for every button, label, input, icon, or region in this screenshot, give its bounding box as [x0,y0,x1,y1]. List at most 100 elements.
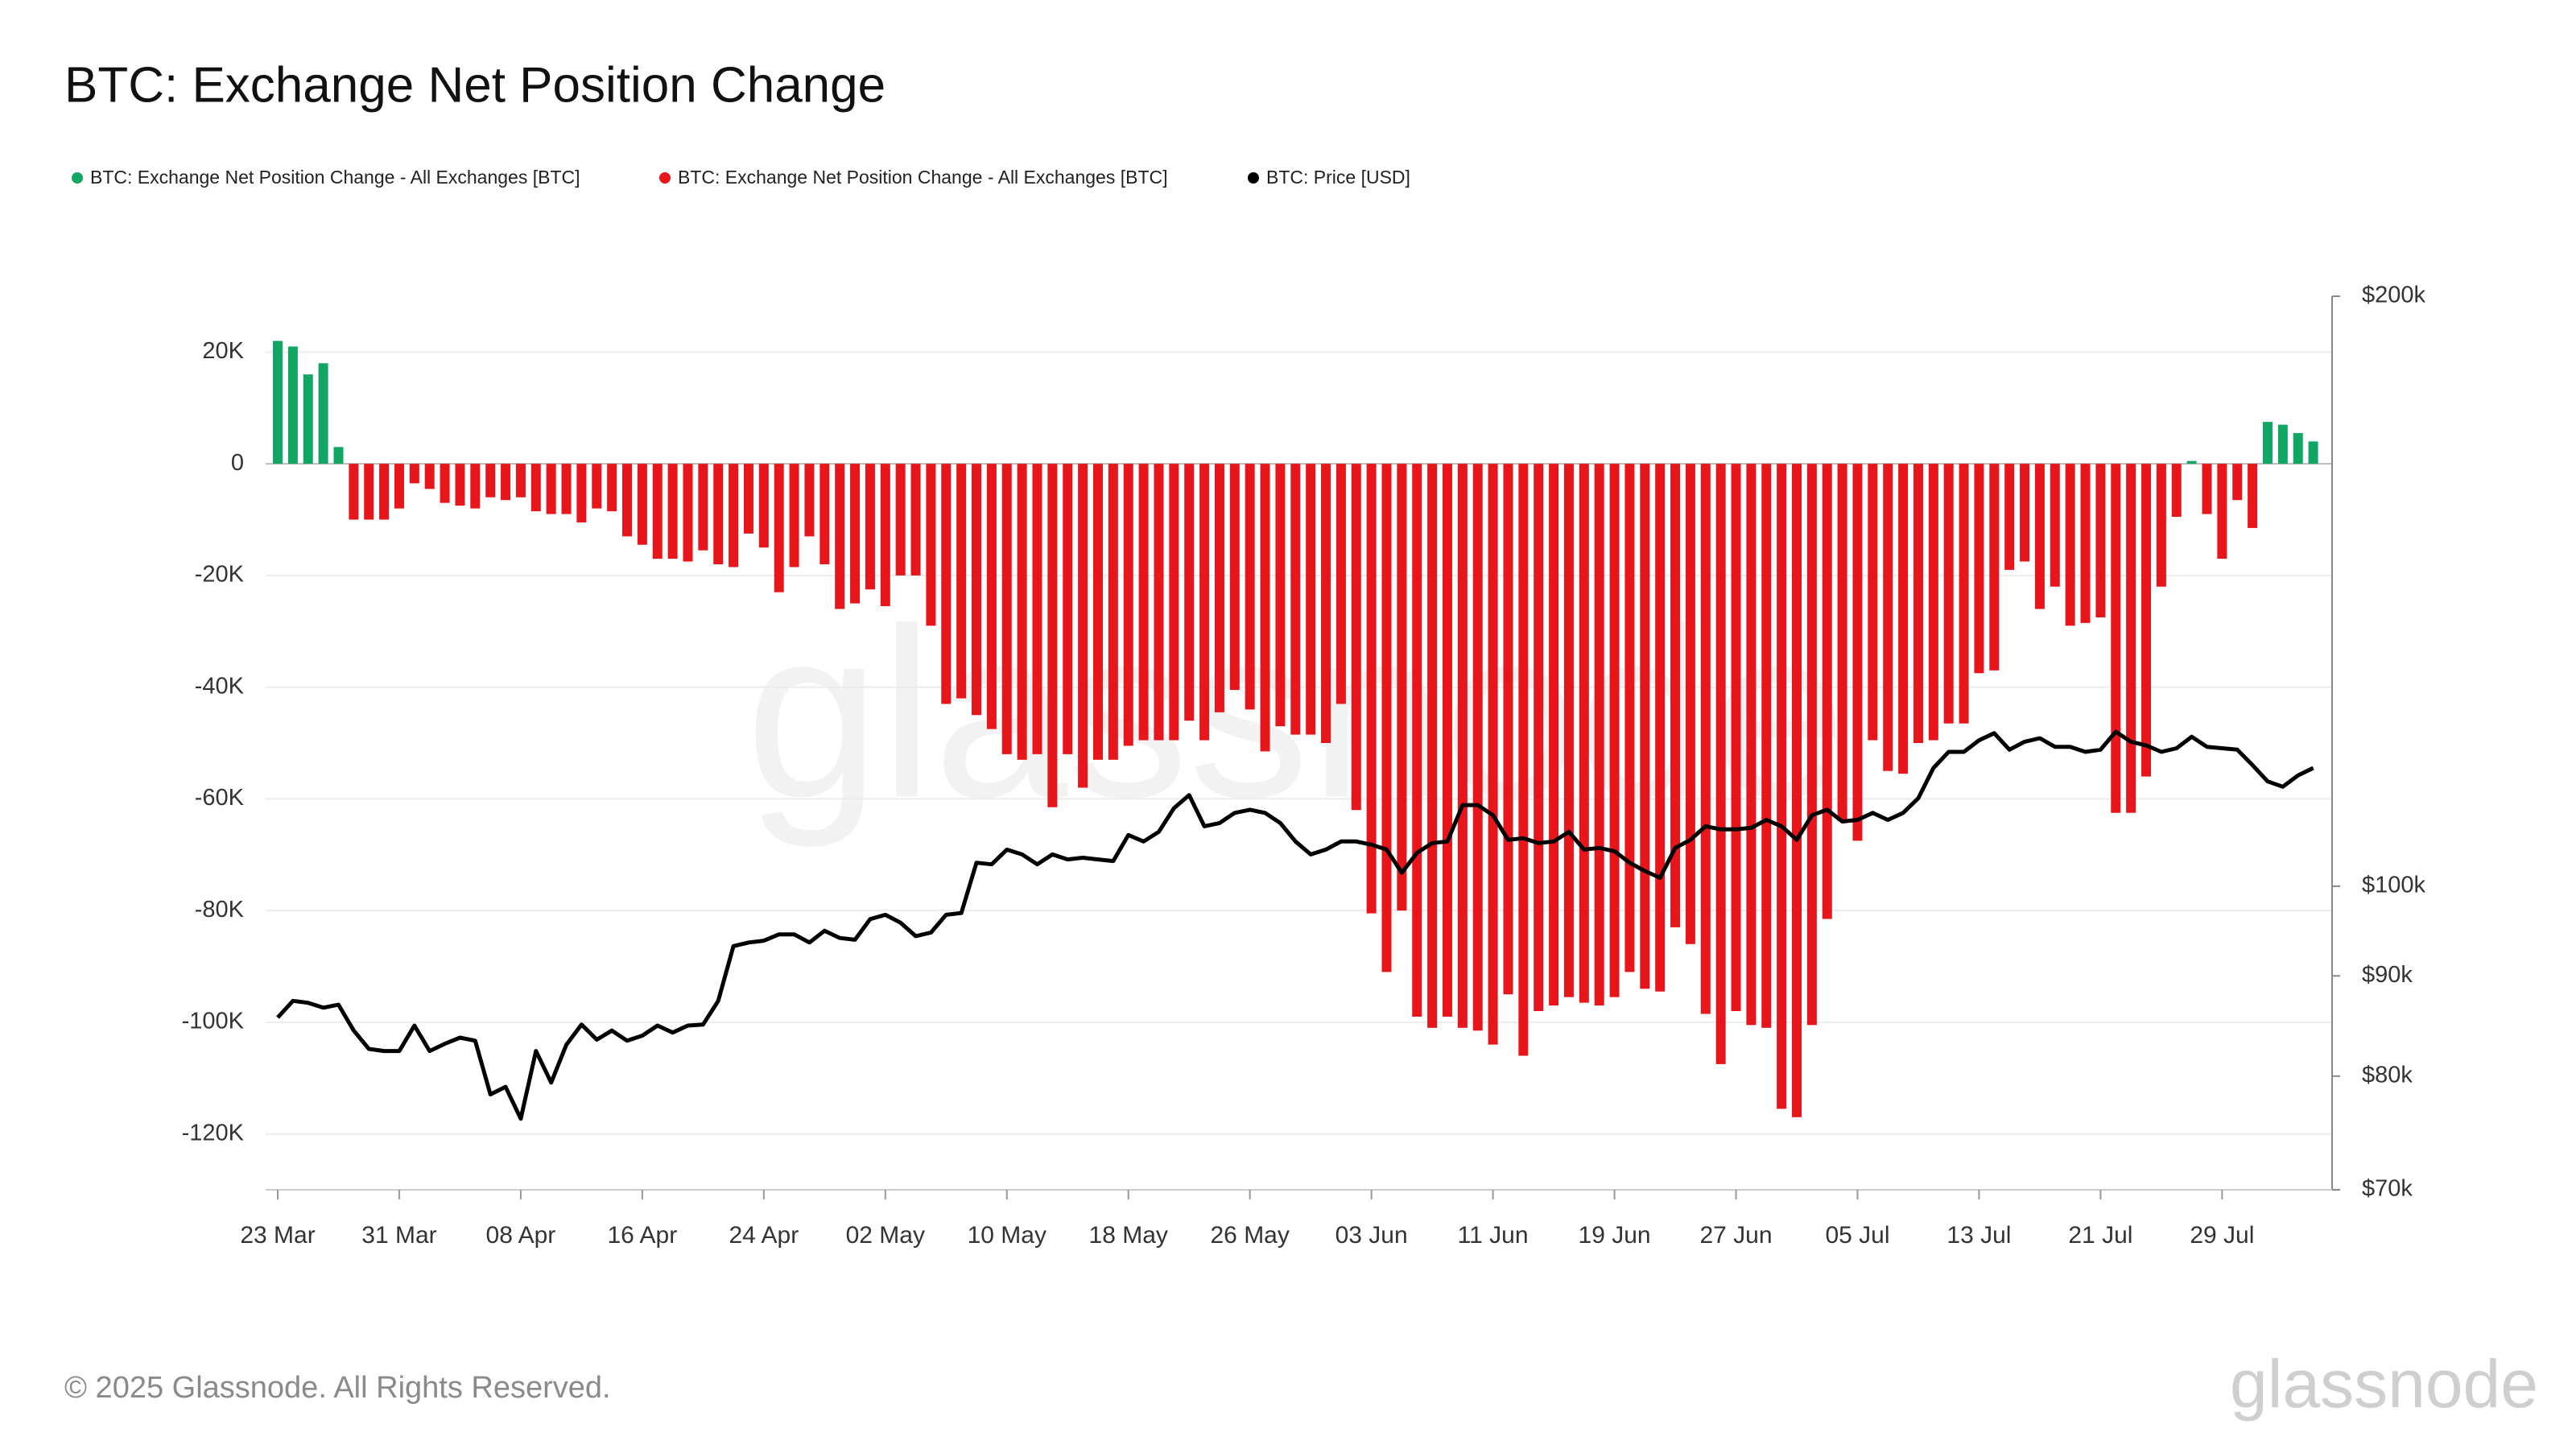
bar [1199,464,1210,741]
bar [835,464,845,609]
bar [364,464,374,520]
bar [409,464,419,484]
x-tick-label: 13 Jul [1946,1222,2011,1249]
bar [2217,464,2227,559]
bar [2248,464,2258,528]
bar [1472,464,1483,1031]
bar [1335,464,1346,704]
legend-marker [659,172,671,184]
bar [303,374,313,464]
bar [1989,464,2000,671]
bar [743,464,753,534]
bar [941,464,952,704]
bar [1032,464,1042,754]
bar [592,464,602,509]
x-tick-label: 21 Jul [2068,1222,2132,1249]
bar [2004,464,2015,570]
legend-marker [72,172,83,184]
bar [2202,464,2212,514]
bar [789,464,799,568]
bar [1397,464,1407,911]
x-tick-label: 18 May [1089,1222,1168,1249]
bar [698,464,708,551]
bar [2262,422,2273,464]
bar [1563,464,1574,997]
bar [1381,464,1392,972]
bar [1852,464,1863,841]
bar [652,464,663,559]
bar [2232,464,2243,501]
bar [1017,464,1027,760]
bar [1534,464,1544,1011]
bar [1822,464,1832,919]
bar [470,464,481,509]
bar [1685,464,1695,944]
bar [424,464,435,489]
bar [576,464,587,522]
y-tick-label: -80K [195,897,245,923]
bar [1928,464,1938,741]
bar [2141,464,2152,777]
y-tick-label: 20K [202,338,244,364]
bar [1746,464,1757,1026]
y-tick-label: 0 [231,450,244,476]
bar [972,464,982,716]
bar [1457,464,1468,1028]
bar [1731,464,1741,1011]
x-tick-label: 19 Jun [1579,1222,1651,1249]
bar [2171,464,2182,518]
x-tick-label: 26 May [1210,1222,1289,1249]
x-tick-label: 08 Apr [486,1222,556,1249]
x-tick-label: 05 Jul [1825,1222,1889,1249]
bar [667,464,678,559]
bar [2050,464,2060,587]
bar [1883,464,1893,771]
bar [2186,460,2197,464]
bar [561,464,572,514]
bar [1063,464,1073,754]
x-tick-label: 02 May [846,1222,925,1249]
bar [1579,464,1589,1003]
bar [986,464,997,729]
bar [1154,464,1164,741]
bar [1670,464,1681,927]
bar [1290,464,1301,735]
bar [729,464,739,568]
bar [485,464,496,497]
y-tick-label: -40K [195,673,245,699]
bar [1777,464,1787,1109]
bar [2034,464,2045,609]
x-tick-label: 24 Apr [729,1222,799,1249]
bar [1442,464,1452,1017]
y-tick-label: -60K [195,785,245,811]
bar [1609,464,1620,997]
bar [1715,464,1726,1064]
bar [287,346,298,464]
x-tick-label: 29 Jul [2190,1222,2254,1249]
legend-label: BTC: Exchange Net Position Change - All … [678,167,1168,188]
bar [926,464,936,626]
bar [1624,464,1635,972]
bar [1245,464,1255,710]
bar [1169,464,1179,741]
bar [607,464,617,512]
bar [2111,464,2121,813]
bar [880,464,890,607]
y2-tick-label: $200k [2362,283,2426,308]
bar [2080,464,2091,623]
x-tick-label: 31 Mar [361,1222,436,1249]
y2-tick-label: $100k [2362,873,2426,898]
legend-label: BTC: Price [USD] [1266,167,1410,188]
bar [349,464,359,520]
bar [501,464,511,501]
bar [546,464,556,514]
bar [1700,464,1711,1014]
price-line [276,729,2314,1121]
bar [758,464,769,548]
y-tick-label: -120K [182,1120,245,1146]
bar [1594,464,1604,1006]
bar [515,464,526,497]
x-tick-label: 03 Jun [1335,1222,1408,1249]
bar [318,363,328,464]
